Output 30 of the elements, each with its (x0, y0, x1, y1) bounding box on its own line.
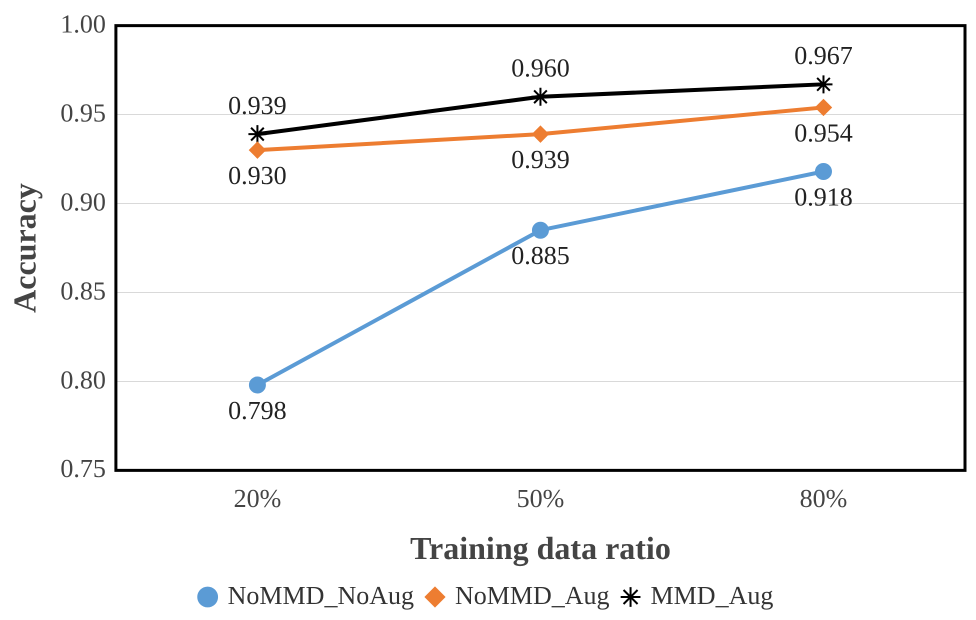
legend-label: NoMMD_NoAug (228, 580, 414, 610)
y-tick-label: 0.90 (60, 187, 106, 216)
legend-label: MMD_Aug (650, 580, 774, 610)
y-axis-title: Accuracy (6, 183, 42, 313)
point (248, 376, 266, 394)
x-tick-label: 80% (800, 484, 848, 513)
data-label: 0.798 (228, 396, 287, 425)
data-label: 0.967 (794, 41, 853, 70)
data-label: 0.960 (511, 54, 570, 83)
y-tick-label: 1.00 (60, 9, 106, 38)
data-label: 0.939 (511, 144, 570, 174)
x-tick-label: 20% (234, 484, 282, 513)
y-tick-label: 0.80 (60, 365, 106, 394)
point (248, 142, 266, 159)
point (247, 124, 268, 144)
point (814, 98, 832, 116)
y-tick-label: 0.75 (60, 454, 106, 484)
point (532, 222, 549, 239)
point (532, 126, 549, 143)
x-tick-label: 50% (516, 484, 564, 513)
x-axis-title: Training data ratio (410, 530, 671, 568)
data-label: 0.918 (794, 182, 853, 212)
data-label: 0.954 (794, 118, 853, 148)
data-label: 0.939 (228, 90, 287, 120)
data-label: 0.885 (511, 241, 570, 270)
y-tick-label: 0.95 (60, 98, 106, 128)
point (814, 162, 832, 180)
data-label: 0.930 (228, 160, 287, 190)
legend-label: NoMMD_Aug (454, 580, 610, 610)
y-tick-label: 0.85 (60, 276, 106, 306)
